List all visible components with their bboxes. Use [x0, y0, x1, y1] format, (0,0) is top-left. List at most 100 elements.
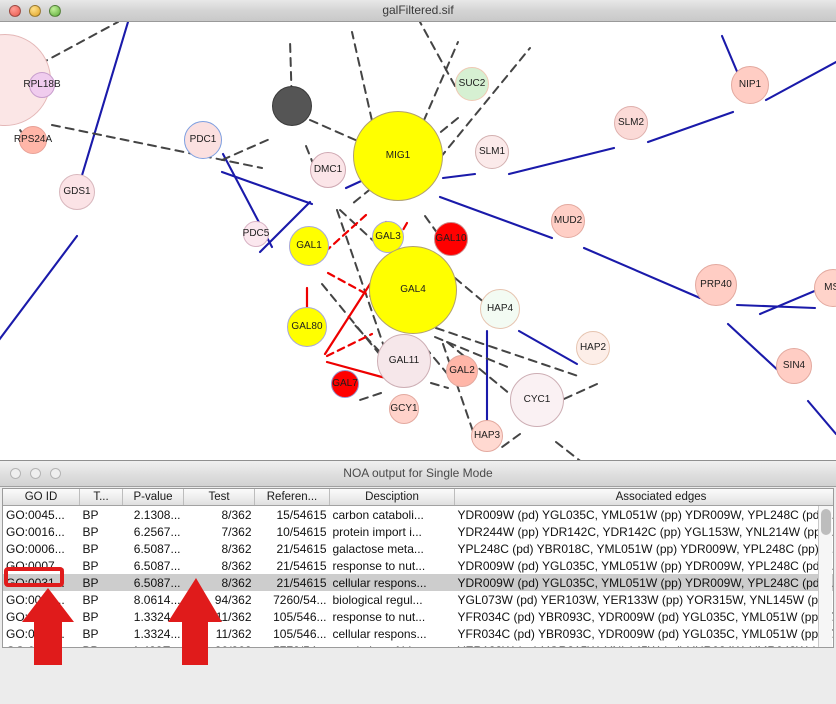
cell-associated-edges: YPL248C (pd) YBR018C, YML051W (pp) YDR00…: [457, 541, 834, 556]
network-node-gray[interactable]: [272, 86, 312, 126]
network-node-gds1[interactable]: [59, 174, 95, 210]
dialog-titlebar: NOA output for Single Mode: [0, 461, 836, 487]
cell-test: 8/362: [221, 558, 252, 573]
results-grid: GO ID T... P-value Test Referen... Desci…: [3, 489, 834, 648]
network-node-slm2[interactable]: [614, 106, 648, 140]
cell-associated-edges: YDR009W (pd) YGL035C, YML051W (pp) YDR00…: [454, 574, 833, 591]
network-node-pdc1[interactable]: [184, 121, 222, 159]
cell-description: response to nut...: [332, 609, 426, 624]
network-node-cyc1[interactable]: [510, 373, 564, 427]
cell-p-value: 1.428E...: [123, 642, 184, 648]
table-row[interactable]: GO:0031... BP 1.3324... 11/362 105/546... res…: [3, 608, 834, 625]
cell-type: BP: [82, 592, 99, 607]
close-button[interactable]: [9, 5, 21, 17]
network-node-gcy1[interactable]: [389, 394, 419, 424]
dialog-minimize-button[interactable]: [30, 468, 41, 479]
network-node-hap4[interactable]: [480, 289, 520, 329]
network-node-hap2[interactable]: [576, 331, 610, 365]
cell-description: cellular respons...: [332, 626, 427, 641]
cell-reference: 15/54615: [276, 507, 327, 522]
network-node-gal11[interactable]: [377, 334, 431, 388]
table-vertical-scrollbar[interactable]: [818, 506, 832, 647]
network-node-suc2[interactable]: [455, 67, 489, 101]
table-body: GO:0045... BP 2.1308... 8/362 15/54615 carbon…: [3, 506, 834, 648]
network-node-gal4[interactable]: [369, 246, 457, 334]
column-header-p-value[interactable]: P-value: [122, 489, 184, 506]
network-canvas[interactable]: RPL18B RPS24A GDS1 PDC1 DMC1 PDC5 GAL1 GAL3 GAL1…: [0, 22, 836, 460]
network-node-prp40[interactable]: [695, 264, 737, 306]
network-node-nip1[interactable]: [731, 66, 769, 104]
dialog-close-button[interactable]: [10, 468, 21, 479]
cell-go-id: GO:0006...: [6, 541, 65, 556]
cell-type: BP: [82, 558, 99, 573]
minimize-button[interactable]: [29, 5, 41, 17]
cell-reference: 105/546...: [273, 609, 327, 624]
cell-associated-edges: YDR009W (pd) YGL035C, YML051W (pp) YDR00…: [457, 507, 834, 522]
network-node-dmc1[interactable]: [310, 152, 346, 188]
column-header-go-id[interactable]: GO ID: [3, 489, 80, 506]
cell-description: protein import i...: [332, 524, 422, 539]
cell-p-value: 6.5087...: [133, 541, 181, 556]
table-row[interactable]: GO:0006... BP 6.5087... 8/362 21/54615 galact…: [3, 540, 834, 557]
network-edges: [0, 22, 836, 460]
cell-go-id: GO:0065...: [6, 592, 65, 607]
cell-reference: 10/54615: [276, 524, 327, 539]
table-row[interactable]: GO:0007... BP 6.5087... 8/362 21/54615 respon…: [3, 557, 833, 574]
cell-description: carbon cataboli...: [332, 507, 424, 522]
cell-description: regulation of bi...: [330, 642, 455, 648]
cell-description: response to nut...: [332, 558, 426, 573]
scrollbar-thumb[interactable]: [821, 509, 831, 535]
zoom-button[interactable]: [49, 5, 61, 17]
cell-p-value: 6.2567...: [133, 524, 181, 539]
network-node-gal10[interactable]: [434, 222, 468, 256]
window-title: galFiltered.sif: [382, 3, 454, 17]
cell-description: galactose meta...: [332, 541, 424, 556]
network-node-mud2[interactable]: [551, 204, 585, 238]
column-header-reference[interactable]: Referen...: [254, 489, 330, 506]
cell-go-id: GO:0050...: [3, 642, 80, 648]
noa-output-dialog: NOA output for Single Mode GO ID T... P-…: [0, 460, 836, 704]
network-node-rps24a[interactable]: [19, 126, 47, 154]
results-table[interactable]: GO ID T... P-value Test Referen... Desci…: [2, 488, 834, 648]
table-row[interactable]: GO:0031... BP 1.3324... 11/362 105/546... cel…: [3, 625, 834, 642]
column-header-test[interactable]: Test: [183, 489, 255, 506]
cell-p-value: 8.0614...: [133, 592, 181, 607]
column-header-type[interactable]: T...: [79, 489, 123, 506]
cell-description: cellular respons...: [329, 574, 455, 591]
network-node-gal80[interactable]: [287, 307, 327, 347]
network-node-gal2[interactable]: [446, 355, 478, 387]
column-header-associated-edges[interactable]: Associated edges: [454, 489, 833, 506]
traffic-lights: [9, 5, 71, 18]
cell-type: BP: [80, 642, 123, 648]
cell-associated-edges: YER133W (pp) YOR315W, YNL145W (pd) YHR08…: [455, 642, 834, 648]
cell-associated-edges: YGL073W (pd) YER103W, YER133W (pp) YOR31…: [457, 592, 834, 607]
dialog-zoom-button[interactable]: [50, 468, 61, 479]
network-node-hap3[interactable]: [471, 420, 503, 452]
cell-associated-edges: YFR034C (pd) YBR093C, YDR009W (pd) YGL03…: [457, 609, 834, 624]
dialog-title: NOA output for Single Mode: [343, 466, 493, 480]
table-row[interactable]: GO:0031... BP 6.5087... 8/362 21/54615 cellul…: [3, 574, 833, 591]
table-row[interactable]: GO:0045... BP 2.1308... 8/362 15/54615 carbon…: [3, 506, 834, 524]
network-node-pdc5[interactable]: [243, 221, 269, 247]
cell-test: 7/362: [221, 524, 252, 539]
cell-associated-edges: YDR244W (pp) YDR142C, YDR142C (pp) YGL15…: [457, 524, 834, 539]
cell-p-value: 1.3324...: [133, 609, 181, 624]
column-header-description[interactable]: Desciption: [329, 489, 455, 506]
network-node-rpl18b[interactable]: [29, 72, 55, 98]
cell-go-id: GO:0007...: [6, 558, 65, 573]
network-node-sin4[interactable]: [776, 348, 812, 384]
network-node-gal7[interactable]: [331, 370, 359, 398]
table-row[interactable]: GO:0050...BP1.428E...80/3625778/54...reg…: [3, 642, 834, 648]
table-row[interactable]: GO:0016... BP 6.2567... 7/362 10/54615 protei…: [3, 523, 834, 540]
cell-reference: 21/54615: [254, 574, 330, 591]
cell-associated-edges: YFR034C (pd) YBR093C, YDR009W (pd) YGL03…: [457, 626, 834, 641]
network-node-slm1[interactable]: [475, 135, 509, 169]
network-node-gal1[interactable]: [289, 226, 329, 266]
cell-go-id: GO:0031...: [6, 609, 65, 624]
cell-go-id: GO:0031...: [6, 626, 65, 641]
table-row[interactable]: GO:0065... BP 8.0614... 94/362 7260/54... bio…: [3, 591, 834, 608]
cell-p-value: 2.1308...: [133, 507, 181, 522]
cell-type: BP: [82, 524, 99, 539]
network-node-mig1[interactable]: [353, 111, 443, 201]
